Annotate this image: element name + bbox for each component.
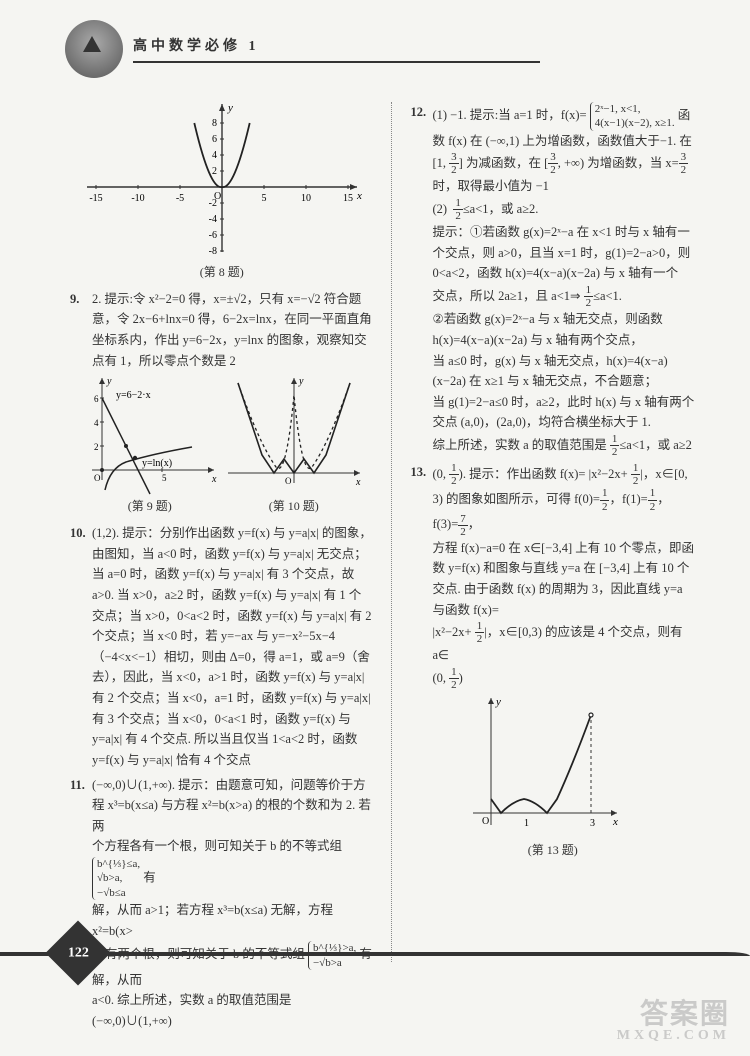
svg-text:x: x xyxy=(612,816,618,828)
svg-text:6: 6 xyxy=(212,134,217,145)
svg-text:15: 15 xyxy=(343,193,353,204)
q11-num: 11. xyxy=(70,775,92,796)
svg-text:y=6−2·x: y=6−2·x xyxy=(116,390,151,401)
svg-text:2: 2 xyxy=(212,166,217,177)
q12-num: 12. xyxy=(410,102,432,123)
question-11: 11. (−∞,0)∪(1,+∞). 提示：由题意可知，问题等价于方程 x³=b… xyxy=(70,775,373,1032)
chart-8-caption: (第 8 题) xyxy=(70,263,373,283)
svg-text:-5: -5 xyxy=(176,193,184,204)
footer-curve xyxy=(0,952,750,956)
q11-prefix: (−∞,0)∪(1,+∞). 提示：由题意可知，问题等价于方程 x³=b(x≤a… xyxy=(92,778,371,833)
chart-9-caption: (第 9 题) xyxy=(80,497,220,517)
question-13: 13. (0, 12). 提示：作出函数 f(x)= |x²−2x+ 12|，x… xyxy=(410,462,695,691)
svg-text:-10: -10 xyxy=(131,193,144,204)
svg-text:5: 5 xyxy=(162,473,167,483)
q9-body: 2. 提示:令 x²−2=0 得，x=±√2，只有 x=−√2 符合题意，令 2… xyxy=(92,289,373,372)
svg-text:x: x xyxy=(356,190,362,202)
chart-13: x y O 1 3 xyxy=(463,695,643,835)
question-12: 12. (1) −1. 提示:当 a=1 时，f(x)= 2ˣ−1, x<1, … xyxy=(410,102,695,458)
watermark-main: 答案圈 xyxy=(640,999,730,1030)
svg-text:8: 8 xyxy=(212,118,217,129)
q10-num: 10. xyxy=(70,523,92,544)
svg-text:O: O xyxy=(285,476,292,486)
q11-mid1: 个方程各有一个根，则可知关于 b 的不等式组 xyxy=(92,839,342,853)
watermark-sub: MXQE.COM xyxy=(617,1029,730,1044)
q12-sys: 2ˣ−1, x<1, 4(x−1)(x−2), x≥1. xyxy=(590,102,675,131)
svg-text:O: O xyxy=(482,816,489,827)
q11-body: (−∞,0)∪(1,+∞). 提示：由题意可知，问题等价于方程 x³=b(x≤a… xyxy=(92,775,373,1032)
svg-text:O: O xyxy=(94,473,101,483)
svg-text:10: 10 xyxy=(301,193,311,204)
svg-text:5: 5 xyxy=(261,193,266,204)
header: 高中数学必修 1 xyxy=(65,20,540,78)
captions-9-10: (第 9 题) (第 10 题) xyxy=(70,495,373,523)
left-column: x y O -15 -10 -5 5 10 15 xyxy=(70,102,373,962)
q10-body: (1,2). 提示：分别作出函数 y=f(x) 与 y=a|x| 的图象，由图知… xyxy=(92,523,373,771)
svg-text:-8: -8 xyxy=(208,246,216,257)
svg-text:y: y xyxy=(298,376,304,387)
svg-text:6: 6 xyxy=(94,394,99,404)
page: 高中数学必修 1 x y O xyxy=(0,0,750,1056)
svg-text:3: 3 xyxy=(590,818,595,829)
logo-badge xyxy=(65,20,123,78)
q13-body: (0, 12). 提示：作出函数 f(x)= |x²−2x+ 12|，x∈[0,… xyxy=(432,462,695,691)
chart-10-caption: (第 10 题) xyxy=(224,497,364,517)
chart-10: x y O xyxy=(224,375,364,495)
svg-text:y: y xyxy=(227,102,233,114)
right-column: 12. (1) −1. 提示:当 a=1 时，f(x)= 2ˣ−1, x<1, … xyxy=(391,102,695,962)
svg-text:x: x xyxy=(355,477,361,488)
svg-text:-15: -15 xyxy=(89,193,102,204)
watermark: 答案圈 MXQE.COM xyxy=(617,1000,730,1044)
book-title: 高中数学必修 1 xyxy=(133,35,540,63)
question-10: 10. (1,2). 提示：分别作出函数 y=f(x) 与 y=a|x| 的图象… xyxy=(70,523,373,771)
svg-text:y: y xyxy=(106,376,112,387)
svg-text:2: 2 xyxy=(94,442,99,452)
chart-13-caption: (第 13 题) xyxy=(410,841,695,861)
q11-mid2: 有 xyxy=(143,870,156,884)
q13-num: 13. xyxy=(410,462,432,483)
chart-9: x y O 2 4 6 5 y=6−2·x y=ln(x) xyxy=(80,375,220,495)
svg-text:-6: -6 xyxy=(208,230,216,241)
q12-body: (1) −1. 提示:当 a=1 时，f(x)= 2ˣ−1, x<1, 4(x−… xyxy=(432,102,695,458)
q9-num: 9. xyxy=(70,289,92,310)
svg-text:-2: -2 xyxy=(208,198,216,209)
svg-text:4: 4 xyxy=(212,150,217,161)
svg-text:1: 1 xyxy=(524,818,529,829)
question-9: 9. 2. 提示:令 x²−2=0 得，x=±√2，只有 x=−√2 符合题意，… xyxy=(70,289,373,372)
svg-text:y=ln(x): y=ln(x) xyxy=(142,458,172,469)
svg-text:-4: -4 xyxy=(208,214,216,225)
page-number: 122 xyxy=(68,945,89,961)
content-columns: x y O -15 -10 -5 5 10 15 xyxy=(70,102,695,962)
q11-mid3: 解，从而 a>1；若方程 x³=b(x≤a) 无解，方程 x²=b(x> xyxy=(92,903,333,938)
charts-9-10: x y O 2 4 6 5 y=6−2·x y=ln(x) xyxy=(70,375,373,495)
svg-text:y: y xyxy=(495,696,501,708)
chart-8: x y O -15 -10 -5 5 10 15 xyxy=(82,102,362,257)
svg-text:4: 4 xyxy=(94,418,99,428)
q11-concl: a<0. 综上所述，实数 a 的取值范围是 (−∞,0)∪(1,+∞) xyxy=(92,993,291,1028)
svg-text:x: x xyxy=(211,474,217,485)
q11-sys1: b^{⅓}≤a, √b>a, −√b≤a xyxy=(92,857,140,900)
